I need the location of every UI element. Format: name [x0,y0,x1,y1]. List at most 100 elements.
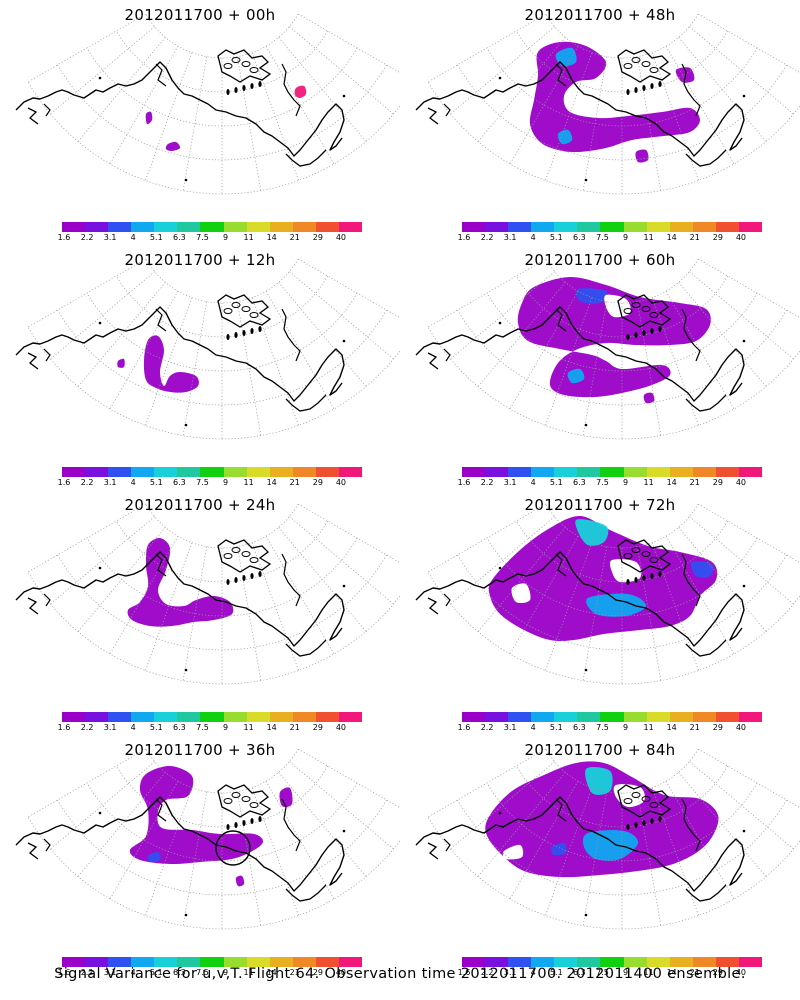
islands [258,81,262,87]
variance-gap [502,844,524,860]
arctic-islands [617,49,672,83]
colorbar-segment [462,222,486,232]
coastline [427,842,439,860]
coastline [15,306,345,402]
colorbar-tick-label: 14 [266,968,277,977]
meridian-line [289,26,394,115]
colorbar-tick-label: 14 [266,723,277,732]
coastline [443,838,451,852]
colorbar-tick-label: 9 [622,478,629,487]
islands [650,328,654,334]
coastline [415,551,745,647]
colorbar-tick-label: 3.1 [503,478,517,487]
colorbar-segment [577,957,601,967]
variance-contour [643,392,655,404]
islands [226,334,230,340]
coastline [155,63,167,87]
coastline [443,593,451,607]
map-projection [415,258,800,440]
meridian-line [289,516,394,605]
colorbar-segment [738,957,763,967]
colorbar-tick-label: 7.5 [596,723,609,732]
colorbar-labels: 1.6 2.2 3.1 4 5.1 6.3 7.5 9 11 14 21 29 40 [458,723,762,733]
colorbar-labels: 1.6 2.2 3.1 4 5.1 6.3 7.5 9 11 14 21 29 40 [58,478,362,488]
variance-gap [511,583,531,604]
latitude-line [145,13,299,59]
meridian-line [477,37,566,142]
colorbar-tick-label: 21 [289,968,300,977]
latitude-line [116,520,328,583]
arctic-islands [623,308,633,314]
colorbar-segment [738,222,763,232]
meridian-line [109,781,179,900]
meridian-line [450,271,555,360]
islands [226,579,230,585]
coastline [285,884,327,902]
arctic-islands [641,306,651,312]
islands [634,87,638,93]
meridian-line [582,546,608,681]
coastline [555,308,567,332]
islands [626,824,630,830]
colorbar-tick-label: 40 [735,968,747,977]
coastline [155,553,167,577]
colorbar-tick-label: 29 [312,968,323,977]
arctic-islands [623,798,633,804]
colorbar-segment [669,957,693,967]
colorbar-segment [692,712,716,722]
colorbar-segment [177,222,201,232]
island-dot [584,423,588,427]
colorbar-tick-label: 21 [289,233,300,242]
colorbar-tick-label: 40 [335,233,347,242]
colorbar-segment [338,467,363,477]
coastline [43,103,51,117]
colorbar-tick-label: 29 [312,233,323,242]
arctic-islands [631,547,641,553]
variance-gap [609,559,642,583]
islands [234,577,238,583]
islands [242,575,246,581]
colorbar-tick-label: 1.6 [57,723,71,732]
coastline [685,884,727,902]
colorbar-tick-label: 29 [712,478,723,487]
coastline [281,553,301,607]
colorbar-tick-label: 11 [643,723,654,732]
islands [250,818,254,824]
meridian-line [665,781,735,900]
variance-contour [488,515,718,642]
island-dot [98,811,102,815]
latitude-line [145,258,299,304]
colorbar-segment [108,467,132,477]
colorbar-segment [669,712,693,722]
panel-title: 2012011700 + 12h [124,251,276,269]
colorbar-tick-label: 2.2 [480,723,494,732]
latitude-line [116,765,328,828]
latitude-line [116,30,328,93]
meridian-line [545,52,593,181]
arctic-islands [231,57,241,63]
colorbar [62,712,363,722]
latitude-line [545,258,699,304]
meridian-line [636,56,662,191]
colorbar [462,957,763,967]
variance-contour [147,851,161,863]
islands [250,83,254,89]
meridian-line [450,516,555,605]
meridian-line [698,503,800,564]
colorbar-segment [154,957,178,967]
colorbar-tick-label: 5.1 [549,478,563,487]
colorbar-labels: 1.6 2.2 3.1 4 5.1 6.3 7.5 9 11 14 21 29 40 [458,478,762,488]
colorbar-segment [108,222,132,232]
colorbar-segment [223,222,247,232]
arctic-islands [241,551,251,557]
meridian-line [77,282,166,387]
meridian-line [236,56,262,191]
colorbar-tick-label: 4 [130,478,136,487]
coastline [681,308,701,362]
coastline [281,308,301,362]
colorbar-segment [131,957,155,967]
island-dot [742,339,746,343]
islands [234,822,238,828]
meridian-line [182,546,208,681]
colorbar-segment [200,957,224,967]
